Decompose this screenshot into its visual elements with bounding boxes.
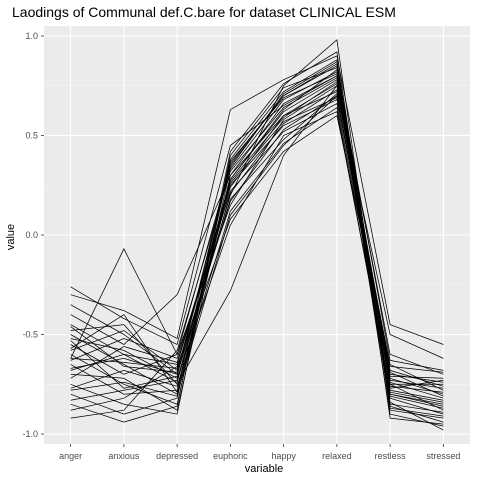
series-line (70, 95, 444, 385)
series-line (70, 55, 444, 345)
y-axis-ticks: -1.0 -0.5 0.0 0.5 1.0 (22, 31, 44, 439)
y-tick-label: 0.0 (25, 230, 38, 240)
series-line (70, 79, 444, 387)
y-tick-label: 0.5 (25, 130, 38, 140)
series-line (70, 73, 444, 405)
y-tick-label: -0.5 (22, 330, 38, 340)
x-tick-label: stressed (426, 451, 460, 461)
x-tick-label: restless (375, 451, 407, 461)
x-tick-label: anger (59, 451, 82, 461)
series-line (70, 51, 444, 425)
x-axis-title: variable (245, 463, 284, 475)
series-line (70, 89, 444, 397)
series-lines (70, 39, 444, 431)
series-line (70, 83, 444, 401)
y-tick-label: 1.0 (25, 31, 38, 41)
series-line (70, 61, 444, 389)
y-axis-title: value (5, 224, 17, 250)
x-tick-label: euphoric (213, 451, 248, 461)
chart-title: Laodings of Communal def.C.bare for data… (12, 4, 396, 20)
x-tick-label: anxious (108, 451, 140, 461)
x-axis-ticks: anger anxious depressed euphoric happy relaxe… (59, 444, 460, 461)
x-tick-label: happy (271, 451, 296, 461)
series-line (70, 69, 444, 394)
y-tick-label: -1.0 (22, 429, 38, 439)
x-tick-label: relaxed (322, 451, 352, 461)
series-line (70, 81, 444, 413)
series-line (70, 77, 444, 419)
x-tick-label: depressed (156, 451, 198, 461)
